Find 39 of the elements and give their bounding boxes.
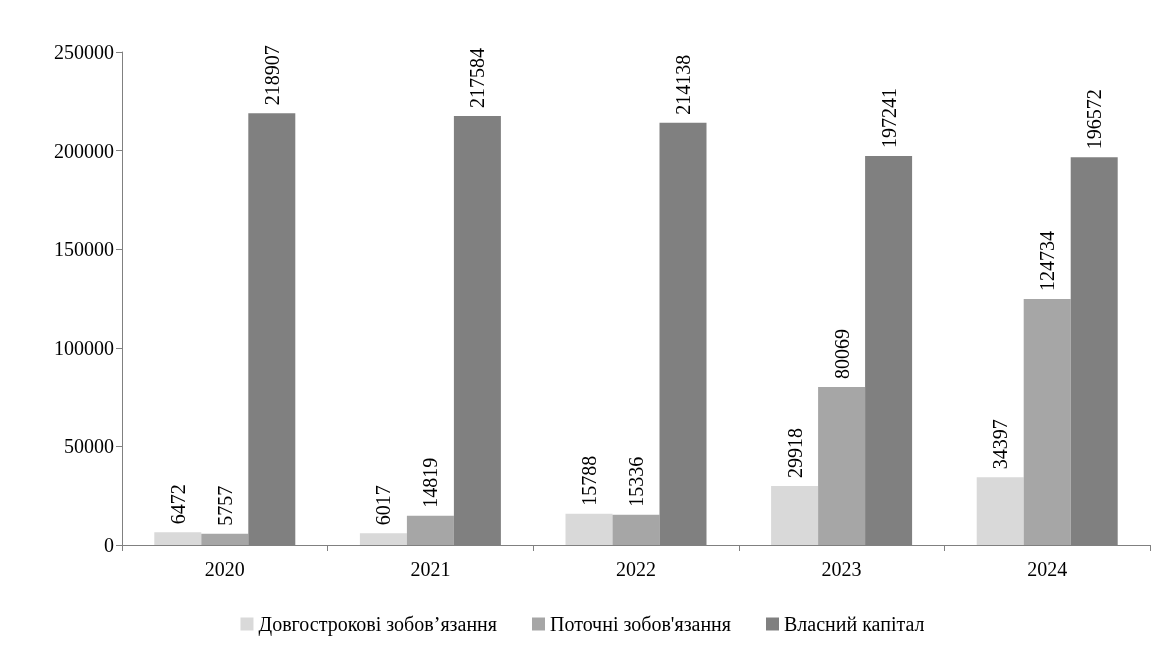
data-label: 197241 xyxy=(877,88,900,149)
bar xyxy=(1023,299,1071,545)
bar xyxy=(154,532,202,545)
bar xyxy=(771,486,819,545)
x-tick-label: 2023 xyxy=(821,558,862,580)
data-label: 218907 xyxy=(260,45,283,106)
y-tick-label: 100000 xyxy=(54,336,114,359)
x-tick-label: 2024 xyxy=(1027,558,1068,580)
y-tick-label: 0 xyxy=(104,534,114,556)
data-label: 214138 xyxy=(672,54,694,115)
data-label: 15336 xyxy=(625,456,647,507)
x-tick-label: 2022 xyxy=(616,558,656,580)
data-label: 5757 xyxy=(213,485,236,526)
legend-label: Довгострокові зобов’язання xyxy=(258,613,497,636)
y-tick-label: 200000 xyxy=(54,139,114,162)
bar xyxy=(565,513,613,545)
legend-label: Власний капітал xyxy=(784,613,925,635)
bar xyxy=(612,514,660,545)
bar xyxy=(406,515,454,545)
x-tick-label: 2020 xyxy=(204,558,245,580)
data-label: 6017 xyxy=(372,485,395,526)
y-tick-label: 150000 xyxy=(54,238,114,261)
legend-label: Поточні зобов'язання xyxy=(549,613,732,635)
y-tick-label: 250000 xyxy=(54,41,114,63)
bar xyxy=(201,533,249,545)
data-label: 29918 xyxy=(783,428,806,478)
data-label: 196572 xyxy=(1083,89,1106,150)
data-label: 217584 xyxy=(466,47,489,108)
data-label: 15788 xyxy=(578,455,600,506)
data-label: 80069 xyxy=(830,329,853,380)
y-tick-label: 50000 xyxy=(64,435,114,458)
data-label: 6472 xyxy=(166,484,189,525)
x-tick-label: 2021 xyxy=(410,558,451,580)
data-label: 34397 xyxy=(989,419,1012,470)
data-label: 14819 xyxy=(419,457,442,508)
bar xyxy=(976,477,1024,545)
data-label: 124734 xyxy=(1036,231,1059,292)
bar xyxy=(818,387,866,545)
bar xyxy=(359,533,407,545)
